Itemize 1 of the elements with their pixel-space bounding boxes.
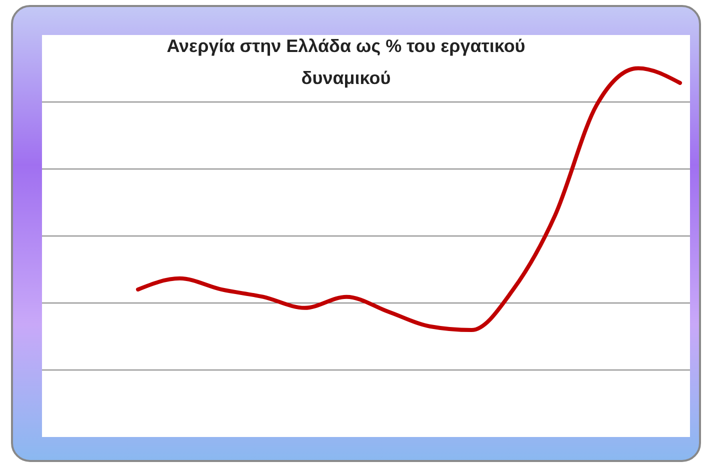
chart-title: Ανεργία στην Ελλάδα ως % του εργατικού δυναμικού (166, 36, 526, 88)
